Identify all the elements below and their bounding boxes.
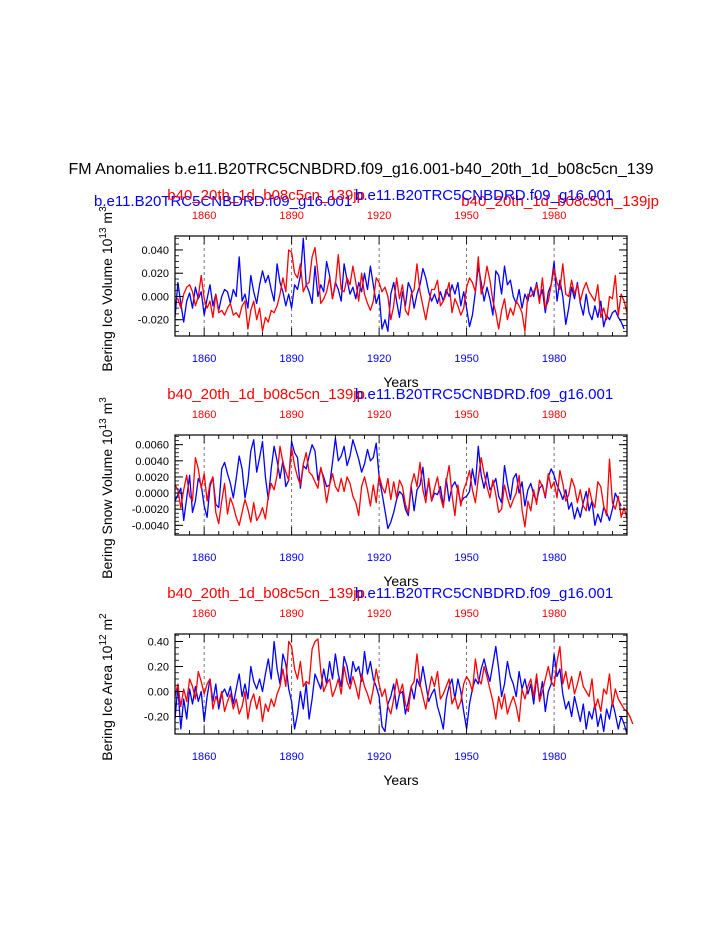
panels-group: -0.020 0.000 0.020 0.040 1860 1860 1890 1890 192… xyxy=(98,187,634,788)
y-axis-title-part: Bering Ice Volume 10 xyxy=(99,238,115,371)
x-tick-label-bottom: 1890 xyxy=(279,751,303,763)
top-label-red: b40_20th_1d_b08c5cn_139jp xyxy=(167,386,365,403)
y-axis-title-superscript: 13 xyxy=(98,418,109,430)
x-tick-label-bottom: 1920 xyxy=(367,751,391,763)
chart-ice-area: -0.20 0.00 0.20 0.40 1860 1860 1890 1890 1920 192… xyxy=(98,585,634,788)
y-axis-title-superscript: 12 xyxy=(98,634,109,646)
x-tick-label-top: 1980 xyxy=(542,210,566,222)
x-tick-label-top: 1890 xyxy=(279,210,303,222)
y-tick-label: 0.0000 xyxy=(135,488,169,500)
x-axis-title: Years xyxy=(383,772,418,788)
x-tick-label-bottom: 1950 xyxy=(454,552,478,564)
series-line-red xyxy=(174,638,634,725)
x-tick-label-bottom: 1890 xyxy=(279,552,303,564)
y-axis-title-superscript: 13 xyxy=(98,227,109,239)
x-tick-label-top: 1860 xyxy=(192,608,216,620)
plot-frame xyxy=(174,633,628,735)
chart-snow-volume: -0.0040 -0.0020 0.0000 0.0020 0.0040 0.0060 18… xyxy=(98,386,628,589)
x-tick-label-top: 1920 xyxy=(367,409,391,421)
y-axis-title-part: m xyxy=(99,619,115,635)
x-tick-label-bottom: 1860 xyxy=(192,353,216,365)
y-tick-label: -0.20 xyxy=(144,712,169,724)
x-tick-label-top: 1950 xyxy=(454,608,478,620)
y-tick-label: 0.040 xyxy=(141,245,169,257)
x-tick-label-top: 1920 xyxy=(367,210,391,222)
top-label-red: b40_20th_1d_b08c5cn_139jp xyxy=(167,187,365,204)
x-tick-label-bottom: 1920 xyxy=(367,552,391,564)
x-tick-label-bottom: 1980 xyxy=(542,751,566,763)
y-axis-title: Bering Snow Volume 1013 m3 xyxy=(98,397,115,579)
y-tick-label: 0.0060 xyxy=(135,440,169,452)
x-tick-label-top: 1860 xyxy=(192,409,216,421)
top-label-blue: b.e11.B20TRC5CNBDRD.f09_g16.001 xyxy=(355,187,613,204)
series-line-blue xyxy=(174,237,625,332)
plot-frame xyxy=(174,235,628,337)
y-tick-label: 0.00 xyxy=(148,687,169,699)
x-tick-label-bottom: 1950 xyxy=(454,353,478,365)
y-axis-title-superscript: 3 xyxy=(98,206,109,212)
y-axis-title-superscript: 2 xyxy=(98,613,109,619)
y-tick-label: 0.0040 xyxy=(135,456,169,468)
x-tick-label-bottom: 1980 xyxy=(542,353,566,365)
y-tick-label: 0.40 xyxy=(148,637,169,649)
x-axis-title: Years xyxy=(383,374,418,390)
x-axis-title: Years xyxy=(383,573,418,589)
y-axis-title-superscript: 3 xyxy=(98,397,109,403)
x-tick-label-bottom: 1860 xyxy=(192,552,216,564)
x-tick-label-top: 1890 xyxy=(279,409,303,421)
top-label-red: b40_20th_1d_b08c5cn_139jp xyxy=(167,585,365,602)
x-tick-label-bottom: 1860 xyxy=(192,751,216,763)
y-tick-label: 0.20 xyxy=(148,662,169,674)
y-axis-title-part: Bering Snow Volume 10 xyxy=(99,429,115,579)
x-tick-label-top: 1950 xyxy=(454,409,478,421)
y-tick-label: -0.020 xyxy=(138,315,169,327)
figure-top-left-label: b.e11.B20TRC5CNBDRD.f09_g16.001 xyxy=(94,193,352,210)
series-line-red xyxy=(174,445,628,528)
x-tick-label-top: 1890 xyxy=(279,608,303,620)
x-tick-label-top: 1920 xyxy=(367,608,391,620)
y-tick-label: -0.0040 xyxy=(132,520,169,532)
top-label-blue: b.e11.B20TRC5CNBDRD.f09_g16.001 xyxy=(355,585,613,602)
x-tick-label-bottom: 1890 xyxy=(279,353,303,365)
y-axis-title-part: m xyxy=(99,212,115,228)
top-label-blue: b.e11.B20TRC5CNBDRD.f09_g16.001 xyxy=(355,386,613,403)
plot-frame xyxy=(174,434,628,536)
y-axis-title: Bering Ice Area 1012 m2 xyxy=(98,613,115,761)
y-axis-title-part: m xyxy=(99,403,115,419)
x-tick-label-bottom: 1980 xyxy=(542,552,566,564)
y-tick-label: 0.020 xyxy=(141,268,169,280)
y-axis-title-part: Bering Ice Area 10 xyxy=(99,645,115,760)
y-tick-label: 0.000 xyxy=(141,291,169,303)
x-tick-label-bottom: 1950 xyxy=(454,751,478,763)
x-tick-label-bottom: 1920 xyxy=(367,353,391,365)
y-tick-label: -0.0020 xyxy=(132,504,169,516)
figure-title: FM Anomalies b.e11.B20TRC5CNBDRD.f09_g16… xyxy=(69,161,654,178)
x-tick-label-top: 1950 xyxy=(454,210,478,222)
x-tick-label-top: 1980 xyxy=(542,608,566,620)
x-tick-label-top: 1860 xyxy=(192,210,216,222)
series-line-red xyxy=(174,246,628,332)
series-line-blue xyxy=(174,640,628,735)
y-axis-title: Bering Ice Volume 1013 m3 xyxy=(98,206,115,372)
x-tick-label-top: 1980 xyxy=(542,409,566,421)
y-tick-label: 0.0020 xyxy=(135,472,169,484)
chart-ice-volume: -0.020 0.000 0.020 0.040 1860 1860 1890 1890 192… xyxy=(98,187,628,390)
figure-top-right-label: b40_20th_1d_b08c5cn_139jp xyxy=(461,193,659,210)
